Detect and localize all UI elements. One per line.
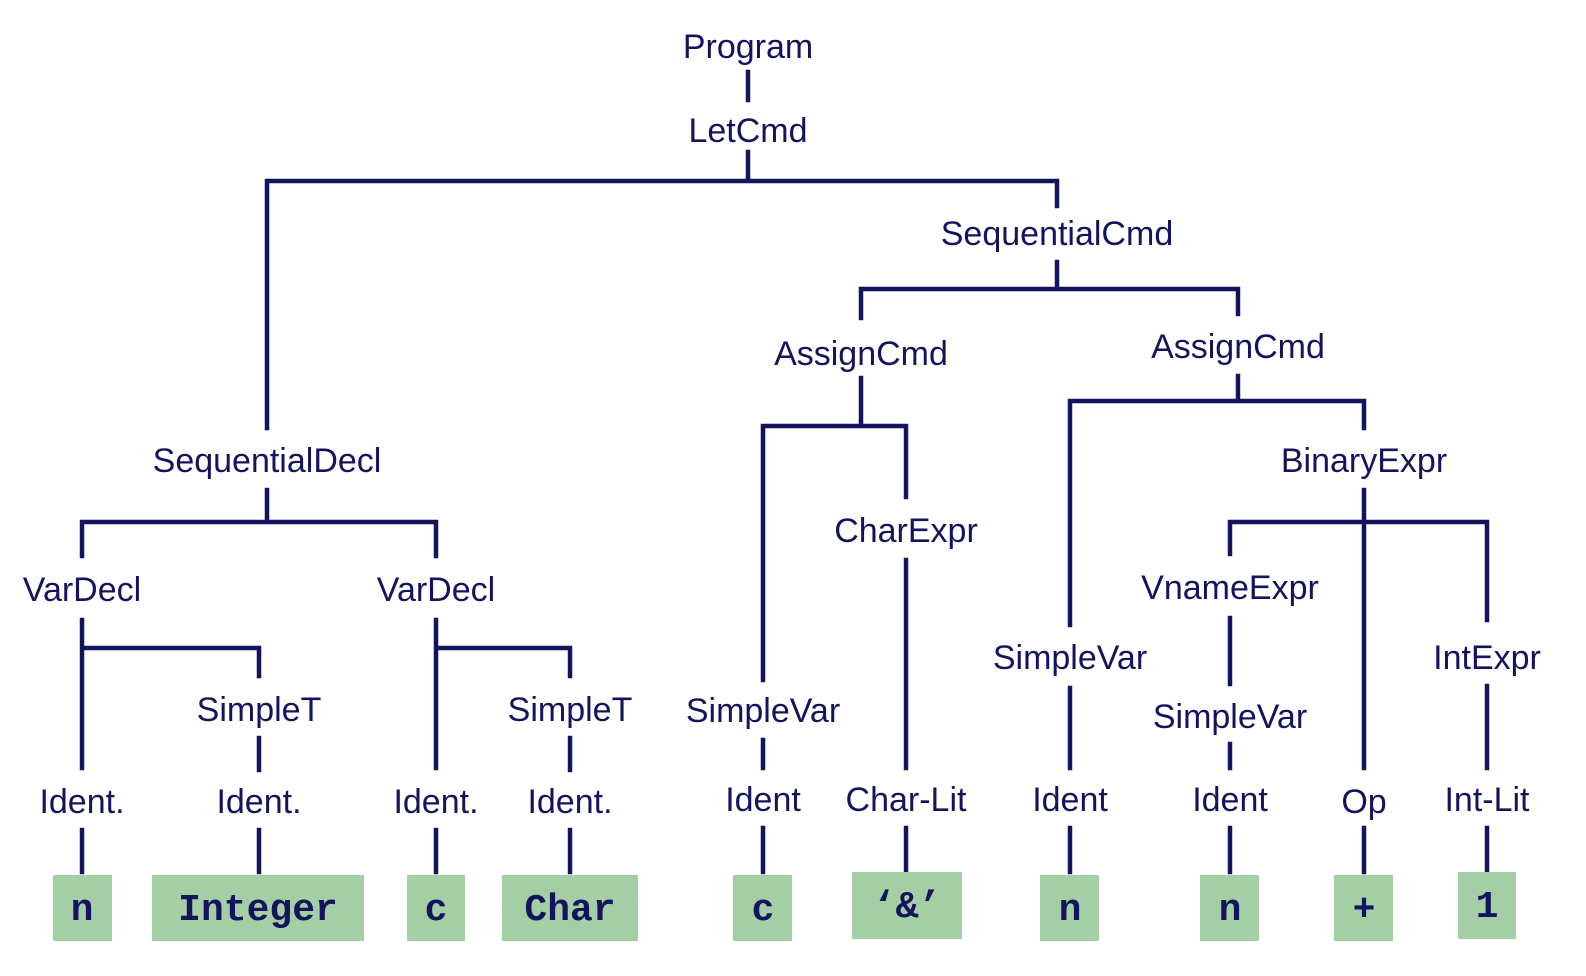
node-charlit: Char-Lit bbox=[846, 781, 967, 819]
node-assign1: AssignCmd bbox=[774, 335, 948, 373]
leaf-box-n3 bbox=[1200, 875, 1259, 941]
node-op: Op bbox=[1341, 783, 1386, 821]
leaf-box-char bbox=[502, 875, 638, 941]
leaf-box-n1 bbox=[53, 875, 112, 941]
node-vnameexpr: VnameExpr bbox=[1141, 569, 1319, 607]
node-simplevar2: SimpleVar bbox=[993, 639, 1147, 677]
node-ident6: Ident bbox=[1032, 781, 1108, 819]
leaf-amp: ‘&’ bbox=[873, 886, 941, 929]
node-ident5: Ident bbox=[725, 781, 801, 819]
leaf-labels: n Integer c Char c ‘&’ n n + 1 bbox=[71, 886, 1499, 932]
leaf-integer: Integer bbox=[178, 889, 338, 932]
leaf-one: 1 bbox=[1476, 886, 1499, 929]
node-ident3: Ident. bbox=[393, 783, 478, 821]
leaf-boxes bbox=[53, 872, 1516, 941]
node-ident2: Ident. bbox=[216, 783, 301, 821]
node-ident4: Ident. bbox=[527, 783, 612, 821]
leaf-n2: n bbox=[1059, 889, 1082, 932]
leaf-n3: n bbox=[1219, 889, 1242, 932]
node-letcmd: LetCmd bbox=[688, 112, 807, 150]
node-intlit: Int-Lit bbox=[1444, 781, 1530, 819]
edge-seqdecl-children bbox=[79, 487, 439, 559]
node-simplevar1: SimpleVar bbox=[686, 692, 840, 730]
edge-assign2-children bbox=[1067, 373, 1367, 628]
leaf-box-one bbox=[1458, 872, 1516, 939]
node-simplevar3: SimpleVar bbox=[1153, 698, 1307, 736]
node-simplet1: SimpleT bbox=[197, 691, 322, 729]
node-program: Program bbox=[683, 28, 813, 66]
edge-left-leaves bbox=[79, 827, 573, 875]
leaf-box-plus bbox=[1334, 875, 1393, 941]
node-charexpr: CharExpr bbox=[834, 512, 978, 550]
edge-vardecl1-children bbox=[79, 617, 262, 771]
node-seqdecl: SequentialDecl bbox=[153, 442, 382, 480]
leaf-box-integer bbox=[152, 875, 364, 941]
node-intexpr: IntExpr bbox=[1433, 639, 1541, 677]
edge-letcmd-children bbox=[264, 149, 1060, 431]
edge-assign1-children bbox=[760, 375, 909, 683]
node-binaryexpr: BinaryExpr bbox=[1281, 442, 1447, 480]
leaf-plus: + bbox=[1353, 889, 1376, 932]
node-seqcmd: SequentialCmd bbox=[941, 215, 1173, 253]
edge-binaryexpr-children bbox=[1227, 487, 1490, 771]
leaf-box-amp bbox=[852, 872, 962, 939]
leaf-box-c1 bbox=[407, 875, 465, 941]
tree-edges bbox=[79, 69, 1490, 875]
edge-vardecl2-children bbox=[433, 617, 573, 771]
node-assign2: AssignCmd bbox=[1151, 328, 1325, 366]
node-vardecl2: VarDecl bbox=[377, 571, 495, 609]
leaf-box-n2 bbox=[1040, 875, 1099, 941]
node-ident7: Ident bbox=[1192, 781, 1268, 819]
leaf-c2: c bbox=[752, 889, 775, 932]
node-vardecl1: VarDecl bbox=[23, 571, 141, 609]
node-simplet2: SimpleT bbox=[508, 691, 633, 729]
leaf-box-c2 bbox=[733, 875, 792, 941]
leaf-c1: c bbox=[425, 889, 448, 932]
node-labels: Program LetCmd SequentialCmd AssignCmd A… bbox=[23, 28, 1541, 821]
leaf-char: Char bbox=[524, 889, 615, 932]
edge-seqcmd-children bbox=[858, 259, 1241, 321]
leaf-n1: n bbox=[71, 889, 94, 932]
node-ident1: Ident. bbox=[39, 783, 124, 821]
